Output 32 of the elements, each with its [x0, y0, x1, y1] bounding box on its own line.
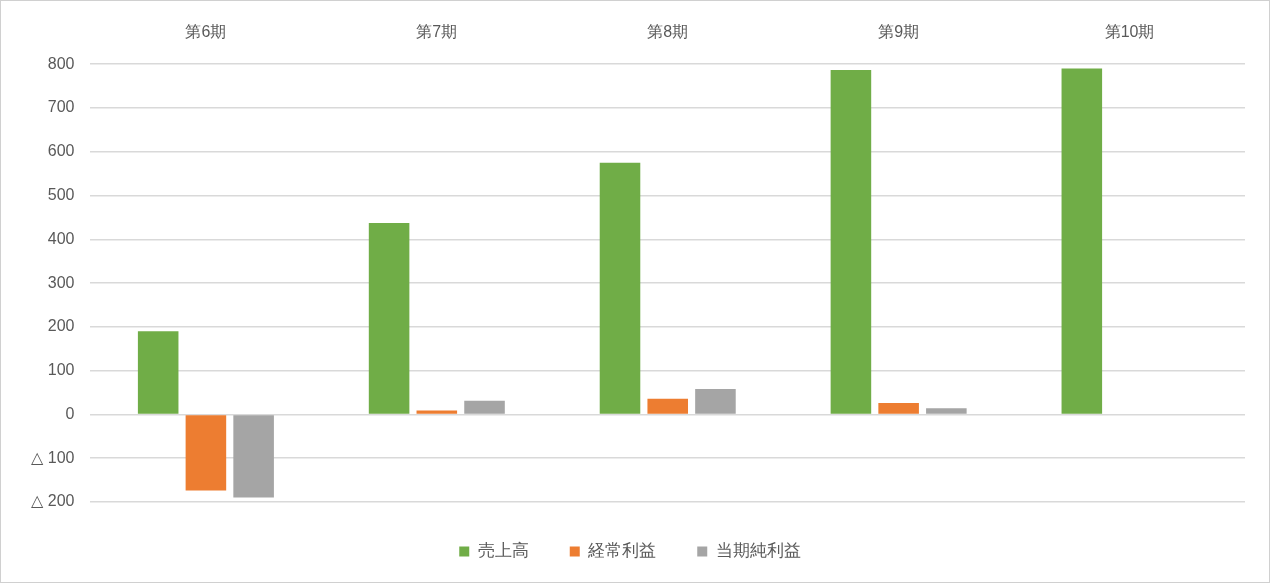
bar — [233, 415, 274, 498]
x-tick-label: 第8期 — [647, 23, 689, 41]
bar — [137, 331, 179, 414]
bar — [830, 69, 872, 414]
bar — [1061, 68, 1103, 414]
bar — [695, 389, 736, 414]
y-tick-label: 200 — [47, 317, 75, 335]
x-tick-label: 第6期 — [185, 23, 227, 41]
legend-label: 当期純利益 — [715, 541, 801, 561]
bar — [185, 415, 227, 491]
bar — [464, 400, 505, 414]
x-tick-label: 第7期 — [416, 23, 458, 41]
legend-label: 経常利益 — [587, 541, 657, 561]
y-tick-label: 400 — [47, 229, 75, 247]
y-tick-label: 600 — [47, 142, 75, 160]
x-tick-label: 第9期 — [878, 23, 920, 41]
bar — [599, 162, 641, 414]
y-tick-label: 100 — [47, 361, 75, 379]
bar — [926, 408, 967, 414]
bar — [647, 398, 688, 414]
bar — [878, 403, 919, 414]
y-tick-label: △ 100 — [30, 448, 75, 466]
y-tick-label: 800 — [47, 54, 75, 72]
y-tick-label: 300 — [47, 273, 75, 291]
y-tick-label: 700 — [47, 98, 75, 116]
y-tick-label: △ 200 — [30, 492, 75, 510]
y-tick-label: 500 — [47, 185, 75, 203]
legend-label: 売上高 — [477, 541, 529, 561]
bar — [416, 410, 458, 414]
y-tick-label: 0 — [65, 404, 75, 422]
bar — [368, 223, 410, 414]
x-tick-label: 第10期 — [1104, 23, 1155, 41]
